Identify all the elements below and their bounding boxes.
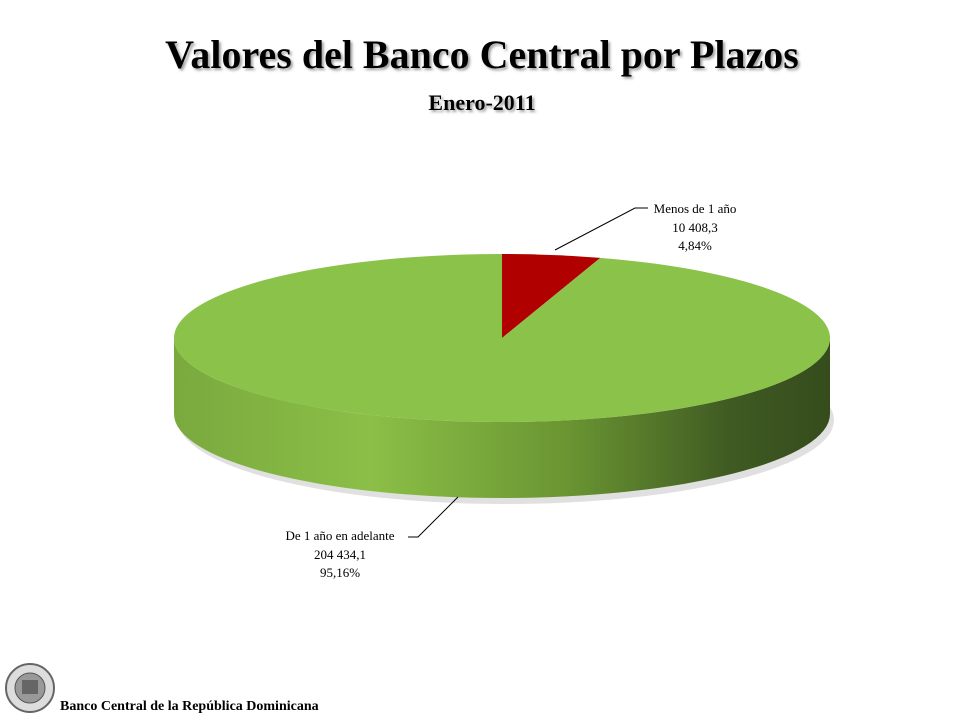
slice-side <box>174 338 830 498</box>
value-label: 10 408,3 <box>672 220 718 235</box>
slice <box>174 254 831 422</box>
chart-title: Valores del Banco Central por Plazos <box>165 32 799 77</box>
logo <box>5 663 55 713</box>
footer: Banco Central de la República Dominicana <box>60 699 319 714</box>
percent-label: 95,16% <box>320 565 360 580</box>
value-label: 204 434,1 <box>314 547 366 562</box>
slice-label: Menos de 1 año <box>654 201 737 216</box>
percent-label: 4,84% <box>678 238 712 253</box>
leader-line <box>554 207 648 251</box>
slice <box>502 254 601 338</box>
leader-line <box>408 496 459 538</box>
chart-subtitle: Enero-2011 <box>428 90 535 115</box>
slice-label: De 1 año en adelante <box>285 528 394 543</box>
